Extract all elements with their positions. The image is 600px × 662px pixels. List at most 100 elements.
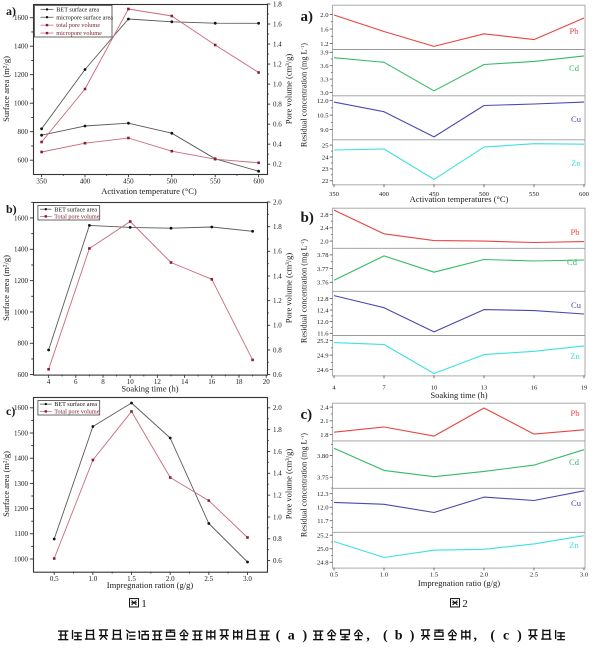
svg-text:600: 600 (579, 191, 590, 198)
svg-text:2.8: 2.8 (320, 212, 329, 219)
svg-text:1200: 1200 (14, 71, 29, 79)
svg-text:0.8: 0.8 (273, 535, 282, 543)
svg-text:a): a) (6, 4, 16, 18)
svg-text:24.6: 24.6 (317, 367, 329, 374)
svg-text:): ) (517, 628, 522, 643)
svg-text:2.5: 2.5 (204, 575, 213, 583)
svg-text:b): b) (301, 210, 314, 226)
svg-text:Residual concentration (mg L-1: Residual concentration (mg L-1) (300, 43, 309, 147)
svg-text:3.6: 3.6 (320, 63, 329, 70)
svg-text:0.5: 0.5 (50, 575, 59, 583)
svg-text:Pore volume (cm³/g): Pore volume (cm³/g) (284, 449, 294, 520)
svg-text:600: 600 (253, 178, 264, 186)
svg-text:2.0: 2.0 (273, 404, 282, 412)
svg-text:3.76: 3.76 (317, 280, 329, 287)
svg-text:3.0: 3.0 (580, 572, 589, 579)
svg-text:2.0: 2.0 (166, 575, 175, 583)
svg-text:BET surface area: BET surface area (54, 206, 97, 213)
svg-text:b: b (395, 628, 403, 643)
svg-text:1.0: 1.0 (273, 322, 282, 330)
svg-text:3.75: 3.75 (317, 475, 329, 482)
svg-text:1500: 1500 (14, 429, 29, 437)
svg-text:Impregnation ratio (g/g): Impregnation ratio (g/g) (418, 578, 500, 588)
svg-text:1200: 1200 (14, 505, 29, 513)
svg-text:8: 8 (101, 378, 105, 386)
svg-text:3.0: 3.0 (320, 90, 329, 97)
svg-text:6: 6 (74, 378, 78, 386)
svg-text:1.8: 1.8 (273, 0, 282, 8)
svg-text:total pore volume: total pore volume (56, 22, 100, 29)
svg-text:1.4: 1.4 (273, 470, 282, 478)
svg-text:Soaking time (h): Soaking time (h) (121, 383, 178, 393)
svg-text:550: 550 (210, 178, 221, 186)
svg-text:1300: 1300 (14, 480, 29, 488)
svg-text:3.9: 3.9 (320, 50, 329, 57)
svg-text:25.2: 25.2 (317, 533, 329, 540)
svg-text:a): a) (301, 9, 314, 25)
svg-text:1000: 1000 (14, 100, 29, 108)
svg-text:2.0: 2.0 (320, 238, 329, 245)
svg-text:12.8: 12.8 (317, 296, 329, 303)
svg-text:1200: 1200 (14, 277, 29, 285)
svg-text:c: c (503, 628, 509, 643)
svg-text:1.4: 1.4 (273, 272, 282, 280)
svg-text:24.9: 24.9 (317, 352, 329, 359)
svg-text:20: 20 (263, 378, 271, 386)
svg-text:2.4: 2.4 (320, 404, 329, 411)
svg-text:,: , (474, 628, 478, 643)
svg-text:12.4: 12.4 (317, 307, 329, 314)
svg-text:0.4: 0.4 (273, 141, 282, 149)
svg-text:BET surface area: BET surface area (56, 7, 99, 14)
svg-text:25: 25 (322, 142, 329, 149)
svg-text:25.2: 25.2 (317, 338, 329, 345)
svg-text:3.78: 3.78 (317, 252, 329, 259)
svg-text:25.0: 25.0 (317, 546, 329, 553)
svg-text:1.2: 1.2 (273, 61, 282, 69)
svg-text:Total pore volume: Total pore volume (54, 409, 100, 416)
svg-text:Residual concentration (mg L-1: Residual concentration (mg L-1) (300, 433, 309, 537)
svg-text:550: 550 (529, 191, 540, 198)
svg-text:16: 16 (208, 378, 216, 386)
svg-text:1600: 1600 (14, 214, 29, 222)
svg-text:22: 22 (322, 178, 329, 185)
svg-text:1400: 1400 (14, 246, 29, 254)
svg-text:12.3: 12.3 (317, 491, 329, 498)
svg-text:Pb: Pb (571, 408, 580, 418)
svg-text:Zn: Zn (569, 540, 579, 550)
svg-text:1600: 1600 (14, 404, 29, 412)
svg-text:23: 23 (322, 166, 329, 173)
svg-text:Residual concentration (mg L-1: Residual concentration (mg L-1) (300, 239, 309, 343)
svg-text:450: 450 (123, 178, 134, 186)
svg-text:(: ( (490, 628, 495, 643)
svg-text:19: 19 (581, 385, 588, 392)
svg-text:(: ( (276, 628, 281, 643)
svg-text:14: 14 (181, 378, 189, 386)
svg-text:11.6: 11.6 (317, 331, 329, 338)
svg-text:4: 4 (332, 385, 336, 392)
svg-text:500: 500 (167, 178, 178, 186)
svg-text:1.0: 1.0 (380, 572, 389, 579)
svg-text:3.3: 3.3 (320, 76, 329, 83)
svg-text:1000: 1000 (14, 555, 29, 563)
svg-text:micropore surface area: micropore surface area (56, 14, 113, 21)
svg-text:c): c) (6, 404, 15, 418)
svg-text:c): c) (301, 407, 313, 423)
svg-text:1.0: 1.0 (273, 81, 282, 89)
svg-text:16: 16 (531, 385, 538, 392)
svg-text:Total pore volume: Total pore volume (54, 214, 100, 221)
svg-text:1100: 1100 (14, 530, 28, 538)
svg-text:12.0: 12.0 (317, 98, 329, 105)
svg-text:0.6: 0.6 (273, 121, 282, 129)
svg-text:1.6: 1.6 (273, 248, 282, 256)
svg-text:500: 500 (479, 191, 490, 198)
svg-text:1.5: 1.5 (430, 572, 439, 579)
svg-text:Soaking time (h): Soaking time (h) (430, 390, 487, 400)
svg-text:Cd: Cd (567, 257, 578, 267)
svg-text:2.5: 2.5 (530, 572, 539, 579)
svg-text:450: 450 (429, 191, 440, 198)
svg-text:4: 4 (47, 378, 51, 386)
svg-text:3.77: 3.77 (317, 266, 329, 273)
svg-text:0.6: 0.6 (273, 557, 282, 565)
svg-text:Cd: Cd (569, 63, 580, 73)
svg-text:0.5: 0.5 (330, 572, 339, 579)
